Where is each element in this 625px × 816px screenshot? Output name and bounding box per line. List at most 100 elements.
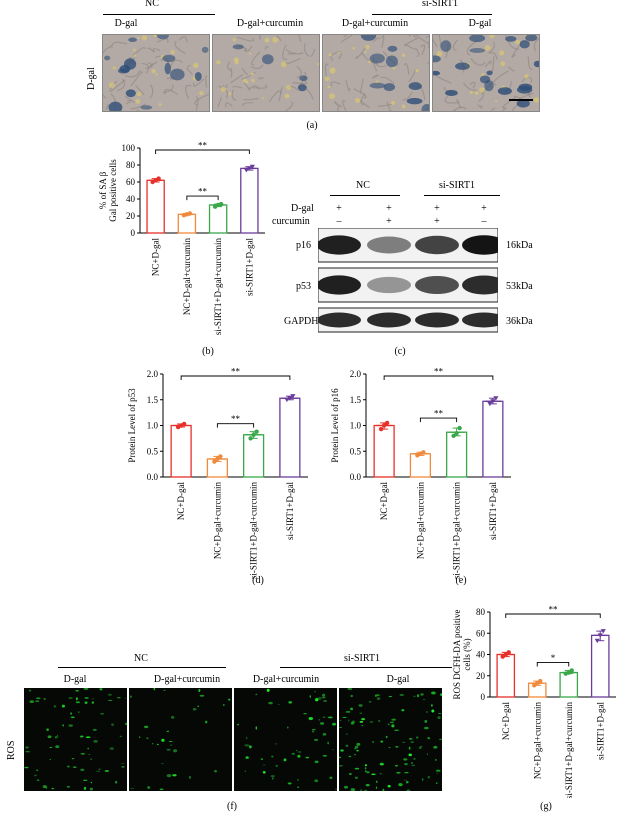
granule (524, 74, 529, 79)
x-tick-label: NC+D-gal (501, 702, 511, 741)
granule (317, 62, 319, 66)
cell-edge (477, 103, 483, 109)
cell-edge (298, 35, 302, 42)
cell-edge (353, 88, 367, 99)
chart-e-caption: (e) (455, 575, 467, 586)
x-tick-label: si-SIRT1+D-gal (488, 482, 498, 541)
blot-band (415, 275, 459, 295)
panel-c-row1-sign-4: + (481, 203, 487, 214)
dcfh-signal (199, 694, 205, 697)
dcfh-signal (100, 713, 104, 715)
dcfh-signal (255, 693, 258, 696)
dcfh-signal (347, 688, 353, 691)
dcfh-signal (405, 781, 409, 784)
microscopy-image-sisirt1-dgal-curcumin (322, 34, 430, 112)
panel-c-nc-bracket (330, 195, 400, 196)
granule (499, 50, 505, 56)
cell-edge (242, 102, 253, 107)
significance-marker: ** (549, 605, 559, 615)
granule (135, 98, 141, 104)
dcfh-signal (157, 743, 159, 746)
panel-a-col-3: D-gal+curcumin (341, 18, 409, 29)
dcfh-signal (205, 720, 208, 724)
y-axis-label: Protein Level of p16 (330, 388, 340, 463)
dcfh-signal (99, 688, 103, 691)
granule (533, 97, 539, 103)
dcfh-signal (268, 701, 273, 705)
cell-edge (380, 35, 385, 48)
dcfh-signal (159, 788, 164, 790)
dcfh-signal (420, 693, 424, 696)
dcfh-signal (427, 776, 431, 779)
cell-edge (184, 84, 192, 100)
cell-edge (484, 60, 492, 68)
cell-edge (284, 101, 294, 111)
data-point (569, 668, 574, 673)
dcfh-signal (90, 758, 93, 760)
panel-a-col-2: D-gal+curcumin (236, 18, 304, 29)
dcfh-signal (322, 732, 327, 736)
x-tick-label: si-SIRT1+D-gal (285, 482, 295, 541)
microscopy-image-sisirt1-dgal (432, 34, 540, 112)
cell-edge (470, 58, 486, 66)
chart-d-caption: (d) (252, 575, 264, 586)
significance-marker: ** (198, 187, 208, 197)
dcfh-signal (84, 701, 88, 704)
sa-beta-gal-stain (261, 54, 274, 65)
cell-edge (141, 62, 150, 74)
cell-edge (149, 84, 154, 99)
dcfh-signal (401, 709, 405, 712)
bar (279, 397, 301, 478)
cell-edge (310, 48, 316, 57)
scale-bar (509, 99, 533, 101)
data-point (287, 396, 293, 401)
significance-marker: ** (198, 141, 208, 151)
dcfh-signal (422, 699, 426, 700)
y-tick-label: 80 (476, 607, 486, 617)
dcfh-signal (410, 762, 413, 764)
granule (364, 50, 367, 54)
cell-edge (372, 37, 380, 43)
dcfh-signal (43, 698, 46, 700)
dcfh-signal (364, 789, 368, 791)
dcfh-signal (85, 736, 91, 739)
dcfh-signal (364, 767, 367, 770)
cell-edge (427, 61, 429, 65)
dcfh-signal (124, 722, 127, 726)
dcfh-signal (314, 779, 319, 783)
dcfh-signal (214, 769, 217, 773)
cell-edge (372, 74, 380, 79)
dcfh-signal (413, 757, 416, 760)
y-tick-label: 40 (476, 650, 486, 660)
dcfh-signal (146, 737, 149, 740)
fluorescence-image-nc-dgal-curcumin (129, 688, 232, 791)
dcfh-signal (342, 716, 347, 718)
panel-c-row1-label: D-gal (291, 203, 314, 214)
cell-edge (156, 38, 169, 44)
dcfh-signal (350, 721, 355, 725)
dcfh-signal (80, 753, 86, 755)
dcfh-signal (348, 772, 352, 775)
cell-edge (169, 59, 184, 68)
bar (559, 671, 579, 698)
y-axis-label: % of SA βGal positive cells (98, 159, 118, 222)
cell-edge (507, 66, 515, 72)
y-tick-label: 60 (476, 628, 486, 638)
dcfh-signal (411, 764, 415, 767)
dcfh-signal (283, 758, 287, 762)
dcfh-signal (36, 779, 40, 782)
dcfh-signal (55, 736, 57, 739)
significance-bracket (383, 375, 494, 380)
data-point (600, 629, 606, 634)
dcfh-signal (339, 726, 342, 729)
sa-beta-gal-stain (486, 70, 493, 76)
blot-size-p53: 53kDa (506, 281, 533, 292)
sa-beta-gal-stain (433, 70, 441, 76)
dcfh-signal (84, 697, 89, 699)
dcfh-signal (80, 768, 85, 772)
dcfh-signal (402, 741, 406, 744)
significance-marker: ** (434, 409, 444, 419)
dcfh-signal (53, 705, 56, 708)
panel-c-row2-sign-1: – (336, 216, 342, 227)
cell-edge (469, 81, 476, 89)
